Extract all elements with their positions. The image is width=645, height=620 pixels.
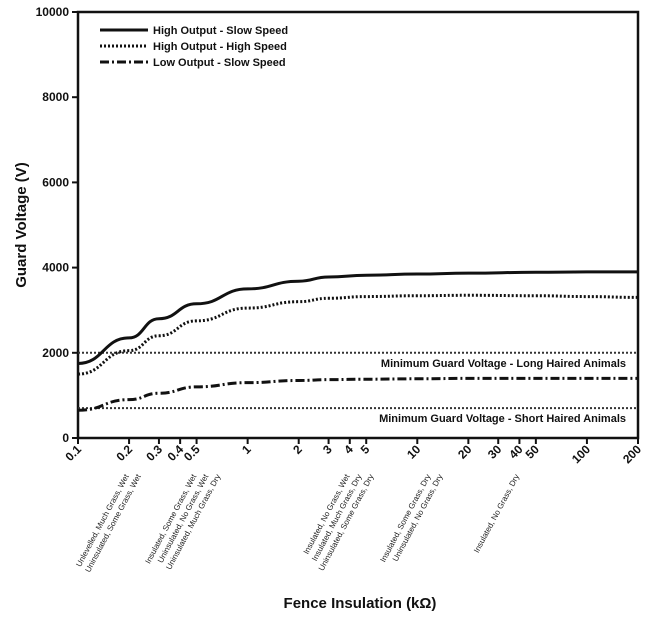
x-tick-label: 1 <box>239 442 254 457</box>
y-axis-title: Guard Voltage (V) <box>13 162 30 288</box>
condition-labels: Unlevelled, Much Grass, WetUninsulated, … <box>74 472 521 574</box>
condition-label: Insulated, No Grass, Dry <box>472 473 521 555</box>
legend-label: High Output - Slow Speed <box>153 25 288 37</box>
legend-label: High Output - High Speed <box>153 41 287 53</box>
x-tick-label: 0.3 <box>143 442 165 464</box>
y-axis-ticks: 0 2000 4000 6000 8000 10000 <box>36 5 78 445</box>
series-lines <box>77 270 639 412</box>
x-tick-label: 2 <box>290 442 305 457</box>
y-tick-label: 4000 <box>42 261 69 275</box>
series-line-3 <box>77 376 638 412</box>
reference-lines: Minimum Guard Voltage - Long Haired Anim… <box>78 351 638 425</box>
x-tick-label: 20 <box>455 442 475 462</box>
x-tick-label: 0.1 <box>62 442 84 464</box>
series-line-2 <box>77 293 639 376</box>
x-axis-title: Fence Insulation (kΩ) <box>284 595 437 612</box>
y-tick-label: 8000 <box>42 90 69 104</box>
x-tick-label: 5 <box>358 442 373 457</box>
x-tick-label: 200 <box>620 442 644 466</box>
x-tick-label: 100 <box>569 442 593 466</box>
series-line-1 <box>77 270 638 365</box>
plot-frame <box>76 10 640 440</box>
legend: High Output - Slow Speed High Output - Hi… <box>100 25 288 69</box>
condition-label: Unlevelled, Much Grass, Wet <box>74 472 131 568</box>
y-tick-label: 2000 <box>42 346 69 360</box>
y-tick-label: 6000 <box>42 175 69 189</box>
condition-label: Uninsulated, Some Grass, Wet <box>83 472 143 574</box>
reference-line-label: Minimum Guard Voltage - Long Haired Anim… <box>381 358 626 370</box>
legend-label: Low Output - Slow Speed <box>153 57 286 69</box>
y-tick-label: 10000 <box>36 5 70 19</box>
x-tick-label: 3 <box>320 442 335 457</box>
x-tick-label: 10 <box>404 442 424 462</box>
x-tick-label: 50 <box>523 442 543 462</box>
x-tick-label: 0.2 <box>113 442 135 464</box>
x-tick-label: 0.5 <box>181 442 203 464</box>
reference-line-label: Minimum Guard Voltage - Short Haired Ani… <box>379 413 626 425</box>
x-tick-label: 4 <box>341 442 356 457</box>
x-tick-label: 30 <box>485 442 505 462</box>
y-tick-label: 0 <box>62 431 69 445</box>
